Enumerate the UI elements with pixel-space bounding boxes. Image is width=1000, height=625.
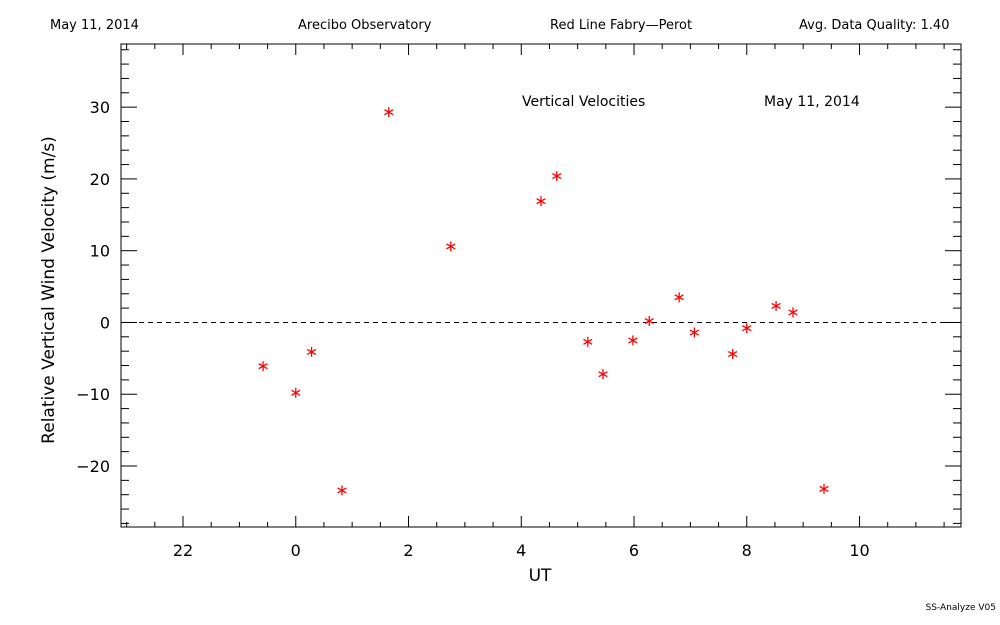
y-tick-label: −20 [76, 457, 110, 476]
y-tick-label: −10 [76, 385, 110, 404]
data-point [291, 387, 301, 398]
data-point [644, 316, 654, 327]
data-point [536, 196, 546, 207]
x-tick-label: 22 [173, 541, 193, 560]
x-axis-label: UT [529, 566, 552, 586]
header-instrument: Red Line Fabry—Perot [550, 18, 693, 33]
x-tick-label: 8 [742, 541, 752, 560]
chart-title: Vertical Velocities [522, 94, 645, 110]
axis-ticks [121, 44, 961, 527]
y-axis-label: Relative Vertical Wind Velocity (m/s) [39, 136, 59, 444]
data-point [674, 292, 684, 303]
header-date: May 11, 2014 [50, 18, 139, 33]
header-quality: Avg. Data Quality: 1.40 [799, 18, 950, 33]
y-tick-labels: −20 −10 0 10 20 30 [76, 98, 110, 476]
data-point [258, 361, 268, 372]
x-tick-label: 10 [849, 541, 869, 560]
data-points [258, 107, 829, 496]
data-point [788, 307, 798, 318]
chart-title-date: May 11, 2014 [764, 94, 860, 110]
data-point [552, 171, 562, 182]
data-point [583, 336, 593, 347]
header-site: Arecibo Observatory [298, 18, 432, 33]
x-tick-labels: 22 0 2 4 6 8 10 [173, 541, 870, 560]
version-footer: SS-Analyze V05 [925, 603, 996, 613]
x-tick-label: 4 [516, 541, 526, 560]
data-point [598, 369, 608, 380]
data-point [771, 300, 781, 311]
y-tick-label: 0 [100, 313, 110, 332]
data-point [728, 349, 738, 360]
x-tick-label: 0 [291, 541, 301, 560]
y-tick-label: 30 [90, 98, 110, 117]
data-point [446, 241, 456, 252]
data-point [689, 327, 700, 338]
plot-frame [120, 43, 962, 528]
y-tick-label: 20 [90, 170, 110, 189]
data-point [337, 485, 347, 496]
data-point [628, 335, 638, 346]
data-point [742, 323, 752, 334]
data-point [306, 346, 317, 357]
x-tick-label: 6 [629, 541, 639, 560]
data-point [384, 107, 394, 118]
y-tick-label: 10 [90, 242, 110, 261]
data-point [819, 483, 829, 494]
x-tick-label: 2 [403, 541, 413, 560]
